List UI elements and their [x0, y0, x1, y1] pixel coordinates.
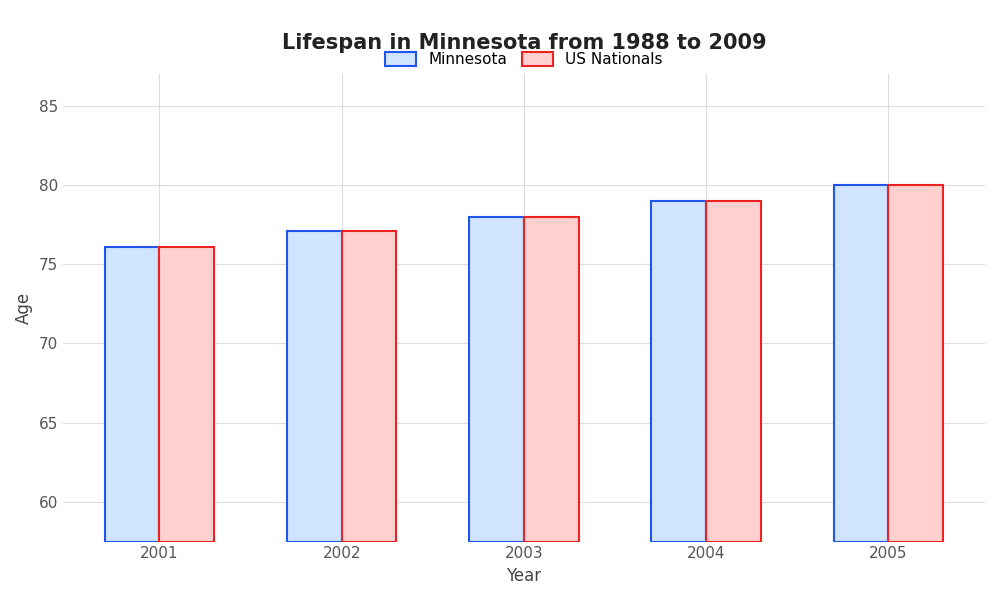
- Bar: [287, 231, 342, 542]
- Legend: Minnesota, US Nationals: Minnesota, US Nationals: [378, 44, 670, 74]
- Y-axis label: Age: Age: [15, 292, 33, 324]
- Bar: [834, 185, 888, 542]
- Bar: [888, 185, 943, 542]
- Bar: [342, 231, 396, 542]
- X-axis label: Year: Year: [506, 567, 541, 585]
- Title: Lifespan in Minnesota from 1988 to 2009: Lifespan in Minnesota from 1988 to 2009: [282, 33, 766, 53]
- Bar: [469, 217, 524, 542]
- Bar: [105, 247, 159, 542]
- Bar: [524, 217, 579, 542]
- Bar: [159, 247, 214, 542]
- Bar: [651, 201, 706, 542]
- Bar: [706, 201, 761, 542]
